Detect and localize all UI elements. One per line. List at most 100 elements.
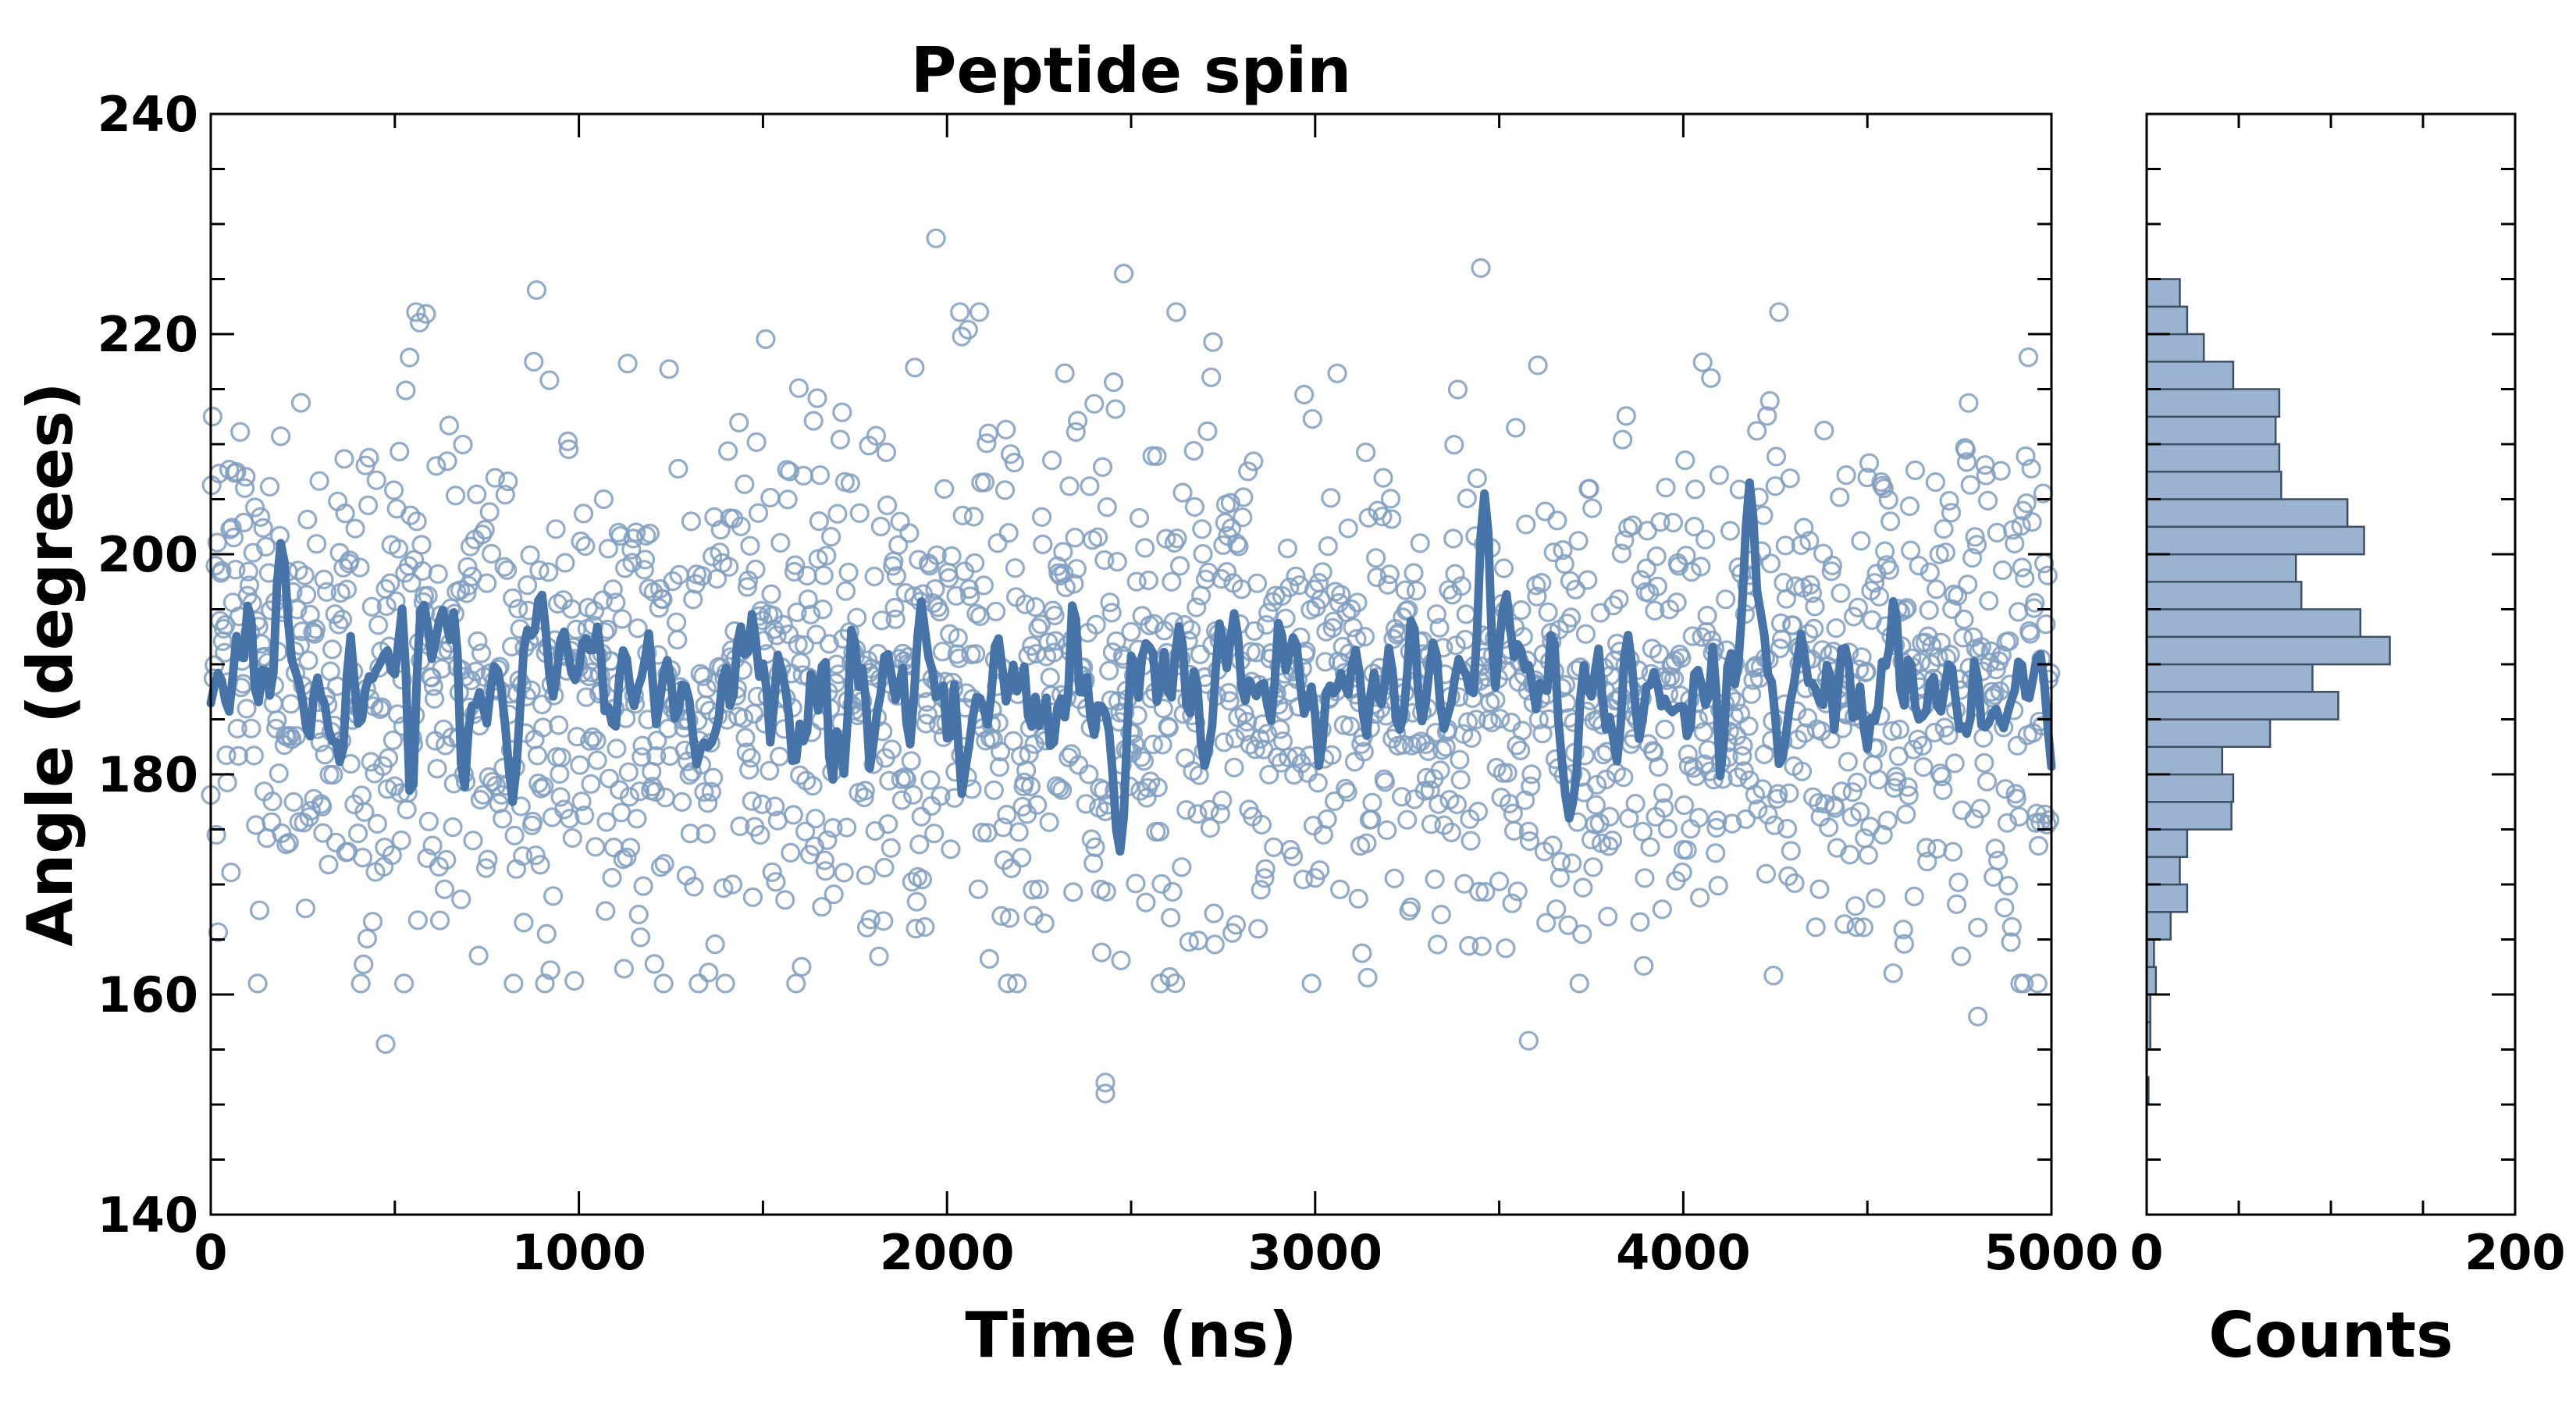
scatter-point	[1197, 421, 1218, 442]
scatter-point	[1121, 621, 1141, 642]
scatter-point	[1777, 818, 1798, 839]
scatter-point	[443, 817, 463, 838]
scatter-point	[531, 778, 551, 799]
scatter-point	[644, 954, 664, 974]
scatter-point	[666, 612, 687, 632]
scatter-point	[950, 302, 970, 322]
scatter-point	[866, 425, 887, 446]
scatter-point	[1431, 904, 1451, 925]
scatter-point	[817, 830, 838, 850]
scatter-point	[1747, 421, 1767, 441]
scatter-point	[1869, 586, 1890, 607]
scatter-point	[1083, 853, 1104, 874]
scatter-point	[788, 378, 809, 398]
scatter-point	[617, 354, 638, 374]
scatter-point	[1954, 609, 1974, 630]
scatter-point	[1542, 835, 1563, 856]
scatter-point	[1693, 722, 1713, 742]
scatter-point	[1373, 468, 1393, 488]
scatter-point	[550, 763, 570, 785]
scatter-point	[471, 643, 492, 664]
scatter-point	[570, 755, 590, 775]
scatter-point	[1105, 399, 1126, 419]
scatter-point	[805, 809, 826, 829]
scatter-point	[297, 585, 317, 605]
scatter-point	[575, 535, 596, 557]
scatter-point	[701, 781, 722, 802]
scatter-point	[1882, 721, 1902, 742]
scatter-point	[1450, 770, 1471, 790]
scatter-point	[1934, 518, 1954, 539]
scatter-point	[667, 629, 688, 650]
scatter-point	[812, 897, 832, 917]
scatter-point	[909, 834, 930, 855]
scatter-point	[1053, 542, 1073, 562]
scatter-point	[838, 562, 859, 582]
scatter-point	[1656, 477, 1676, 498]
scatter-point	[359, 447, 379, 468]
histogram-bar	[2145, 635, 2391, 666]
scatter-point	[1147, 446, 1167, 467]
scatter-point	[1943, 841, 1963, 862]
scatter-point	[1461, 728, 1482, 749]
scatter-point	[1962, 547, 1983, 568]
scatter-point	[367, 813, 387, 834]
scatter-point	[1019, 744, 1039, 764]
scatter-point	[206, 824, 226, 845]
scatter-point	[1732, 745, 1752, 767]
scatter-point	[253, 518, 273, 539]
scatter-point	[654, 853, 674, 874]
scatter-point	[2022, 512, 2042, 532]
scatter-point	[735, 474, 755, 494]
scatter-point	[397, 799, 417, 820]
scatter-point	[375, 1034, 396, 1055]
scatter-point	[1947, 894, 1967, 914]
scatter-point	[998, 973, 1018, 994]
scatter-point	[991, 906, 1012, 926]
scatter-point	[1909, 556, 1929, 576]
scatter-point	[974, 472, 995, 493]
scatter-point	[932, 642, 952, 662]
scatter-point	[1672, 862, 1692, 883]
scatter-point	[930, 601, 950, 622]
scatter-point	[710, 543, 730, 563]
scatter-point	[1066, 422, 1086, 443]
scatter-point	[746, 432, 767, 453]
scatter-point	[426, 456, 447, 476]
scatter-point	[806, 624, 827, 645]
scatter-point	[612, 609, 632, 629]
scatter-point	[573, 503, 594, 524]
scatter-point	[1172, 857, 1192, 877]
scatter-point	[735, 728, 756, 748]
scatter-point	[1149, 821, 1170, 842]
scatter-point	[1204, 903, 1224, 923]
scatter-point	[1293, 870, 1314, 890]
scatter-point	[1380, 489, 1401, 509]
scatter-point	[1421, 814, 1442, 834]
scatter-point	[1708, 875, 1728, 896]
scatter-point	[599, 768, 620, 788]
scatter-point	[1238, 461, 1258, 482]
scatter-point	[1063, 882, 1083, 902]
scatter-point	[784, 561, 805, 582]
scatter-point	[1853, 917, 1874, 938]
scatter-point	[526, 280, 547, 301]
smoothed-line	[206, 478, 2056, 856]
scatter-point	[1873, 478, 1894, 499]
scatter-point	[1842, 782, 1863, 802]
scatter-point	[1846, 916, 1866, 938]
scatter-point	[1020, 776, 1041, 797]
histogram-x-tick-label: 0	[2129, 1224, 2163, 1281]
scatter-point	[1569, 973, 1589, 994]
scatter-point	[871, 610, 892, 631]
scatter-point	[1184, 496, 1205, 518]
scatter-point	[1959, 393, 1979, 413]
scatter-point	[1772, 629, 1792, 649]
scatter-point	[1002, 858, 1022, 879]
scatter-point	[1447, 379, 1468, 400]
scatter-point	[787, 602, 807, 623]
scatter-point	[1337, 781, 1357, 802]
scatter-point	[1583, 857, 1603, 877]
histogram-x-tick-label: 200	[2464, 1224, 2565, 1281]
scatter-point	[362, 912, 383, 932]
